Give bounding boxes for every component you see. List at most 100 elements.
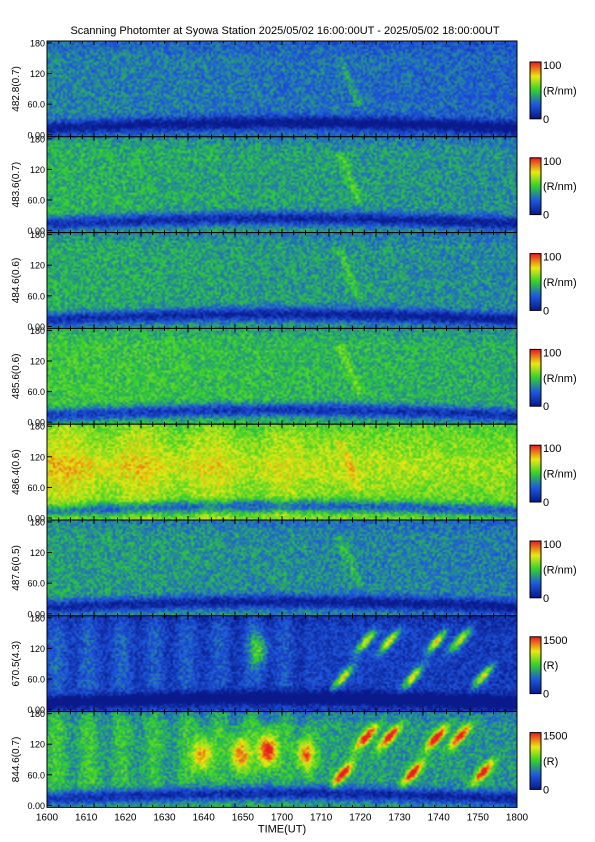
panel-6-ytick-label: 180	[30, 518, 45, 528]
panel-6-colorbar-min: 0	[543, 593, 549, 605]
panel-5-ytick-label: 0.00	[27, 514, 45, 524]
x-tick-label: 1710	[310, 812, 333, 823]
panel-7-ylabel: 670.5(4.3)	[11, 641, 22, 687]
x-tick-label: 1740	[428, 812, 451, 823]
panel-5-colorbar-max: 100	[543, 443, 561, 455]
panel-1-heatmap	[47, 41, 517, 137]
x-axis-label: TIME(UT)	[258, 823, 306, 835]
panel-7-colorbar-min: 0	[543, 689, 549, 701]
panel-3-colorbar-min: 0	[543, 305, 549, 317]
panel-6-colorbar-unit: (R/nm)	[543, 564, 577, 576]
panel-3-ylabel: 484.6(0.6)	[11, 258, 22, 304]
chart-title: Scanning Photomter at Syowa Station 2025…	[70, 25, 500, 37]
x-tick-label: 1730	[388, 812, 411, 823]
panel-7-ytick-label: 180	[30, 613, 45, 623]
panel-8-ytick-label: 0.00	[27, 801, 45, 811]
panel-4-ytick-label: 0.00	[27, 418, 45, 428]
panel-5-colorbar-frame	[529, 444, 542, 503]
panel-3-ytick-label: 60.0	[27, 291, 45, 301]
panel-5-colorbar	[530, 445, 541, 502]
panel-7-colorbar-unit: (R)	[543, 660, 558, 672]
panel-7-colorbar-frame	[529, 636, 542, 695]
panel-7-ytick-label: 120	[30, 644, 45, 654]
panel-2-colorbar-min: 0	[543, 210, 549, 222]
panel-7-colorbar	[530, 636, 541, 694]
panel-8-colorbar	[530, 732, 541, 790]
panel-4-ytick-label: 180	[30, 326, 45, 336]
panel-8-colorbar-frame	[529, 732, 542, 790]
panel-4-colorbar-max: 100	[543, 347, 561, 359]
panel-6-ytick-label: 60.0	[27, 579, 45, 589]
panel-3-heatmap	[47, 232, 517, 329]
panel-8-heatmap	[47, 711, 517, 808]
panel-4-heatmap	[47, 328, 517, 425]
panel-7-colorbar-max: 1500	[543, 635, 567, 647]
panel-6-ylabel: 487.6(0.5)	[11, 545, 22, 591]
panel-8-ytick-label: 180	[30, 709, 45, 719]
panel-1-colorbar-max: 100	[543, 60, 561, 72]
panel-8-ylabel: 844.6(0.7)	[11, 737, 22, 783]
panel-4-colorbar-frame	[529, 348, 542, 407]
panel-5-ytick-label: 120	[30, 452, 45, 462]
panel-4-colorbar	[530, 349, 541, 407]
x-tick-label: 1620	[114, 812, 137, 823]
panel-2-colorbar-frame	[529, 157, 542, 216]
panel-4-colorbar-unit: (R/nm)	[543, 373, 577, 385]
panel-7-heatmap	[47, 615, 517, 712]
panel-3-colorbar-max: 100	[543, 252, 561, 264]
panel-2-colorbar	[530, 157, 541, 215]
x-tick-label: 1800	[506, 812, 529, 823]
panel-6-heatmap	[47, 520, 517, 616]
panel-4-ytick-label: 120	[30, 357, 45, 367]
x-tick-label: 1750	[467, 812, 490, 823]
x-tick-label: 1700	[271, 812, 294, 823]
panel-3-colorbar-unit: (R/nm)	[543, 277, 577, 289]
panel-4-ytick-label: 60.0	[27, 387, 45, 397]
panel-4-colorbar-min: 0	[543, 401, 549, 413]
panel-2-ylabel: 483.6(0.7)	[11, 162, 22, 208]
panel-5-ylabel: 486.4(0.6)	[11, 449, 22, 495]
panel-2-colorbar-unit: (R/nm)	[543, 181, 577, 193]
panel-8-colorbar-unit: (R)	[543, 756, 558, 768]
panel-1-ytick-label: 60.0	[27, 100, 45, 110]
panel-4-ylabel: 485.6(0.6)	[11, 354, 22, 400]
panel-5-colorbar-unit: (R/nm)	[543, 469, 577, 481]
panel-2-ytick-label: 180	[30, 134, 45, 144]
panel-1-colorbar	[530, 62, 541, 119]
panel-8-ytick-label: 60.0	[27, 770, 45, 780]
x-tick-label: 1600	[36, 812, 59, 823]
x-tick-label: 1630	[153, 812, 176, 823]
x-tick-label: 1650	[232, 812, 255, 823]
panel-5-ytick-label: 180	[30, 422, 45, 432]
panel-2-colorbar-max: 100	[543, 156, 561, 168]
panel-5-heatmap	[47, 424, 517, 520]
panel-3-ytick-label: 120	[30, 261, 45, 271]
panel-1-colorbar-unit: (R/nm)	[543, 85, 577, 97]
panel-5-ytick-label: 60.0	[27, 483, 45, 493]
panel-6-colorbar	[530, 541, 541, 598]
panel-6-ytick-label: 0.00	[27, 609, 45, 619]
panel-1-colorbar-min: 0	[543, 114, 549, 126]
panel-3-ytick-label: 180	[30, 230, 45, 240]
panel-1-ytick-label: 180	[30, 39, 45, 49]
panel-3-colorbar-frame	[529, 253, 542, 311]
panel-2-ytick-label: 120	[30, 165, 45, 175]
panel-2-ytick-label: 60.0	[27, 196, 45, 206]
panel-7-ytick-label: 0.00	[27, 705, 45, 715]
x-tick-label: 1720	[349, 812, 372, 823]
panel-1-colorbar-frame	[529, 61, 542, 120]
panel-5-colorbar-min: 0	[543, 497, 549, 509]
panel-8-ytick-label: 120	[30, 740, 45, 750]
panel-8-colorbar-max: 1500	[543, 731, 567, 743]
x-tick-label: 1640	[193, 812, 216, 823]
panel-7-ytick-label: 60.0	[27, 675, 45, 685]
panel-3-ytick-label: 0.00	[27, 322, 45, 332]
panel-3-colorbar	[530, 253, 541, 311]
panel-1-ylabel: 482.8(0.7)	[11, 66, 22, 112]
panel-6-colorbar-max: 100	[543, 539, 561, 551]
panel-6-ytick-label: 120	[30, 548, 45, 558]
panel-2-ytick-label: 0.00	[27, 226, 45, 236]
panel-1-ytick-label: 120	[30, 69, 45, 79]
panel-2-heatmap	[47, 136, 517, 233]
